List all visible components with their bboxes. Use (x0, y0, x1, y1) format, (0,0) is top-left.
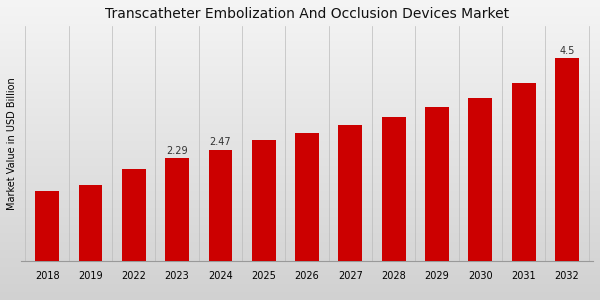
Text: 2.29: 2.29 (166, 146, 188, 156)
Bar (252, 140, 275, 261)
Bar (338, 125, 362, 261)
Bar (79, 185, 103, 261)
Bar (382, 117, 406, 261)
Text: 4.5: 4.5 (559, 46, 575, 56)
Title: Transcatheter Embolization And Occlusion Devices Market: Transcatheter Embolization And Occlusion… (105, 7, 509, 21)
Y-axis label: Market Value in USD Billion: Market Value in USD Billion (7, 77, 17, 210)
Bar (469, 98, 493, 261)
Bar (165, 158, 189, 261)
Bar (209, 150, 232, 261)
Bar (122, 169, 146, 261)
Text: 2.47: 2.47 (209, 137, 231, 147)
Bar (555, 58, 579, 261)
Bar (512, 83, 536, 261)
Bar (35, 191, 59, 261)
Bar (425, 107, 449, 261)
Bar (295, 133, 319, 261)
